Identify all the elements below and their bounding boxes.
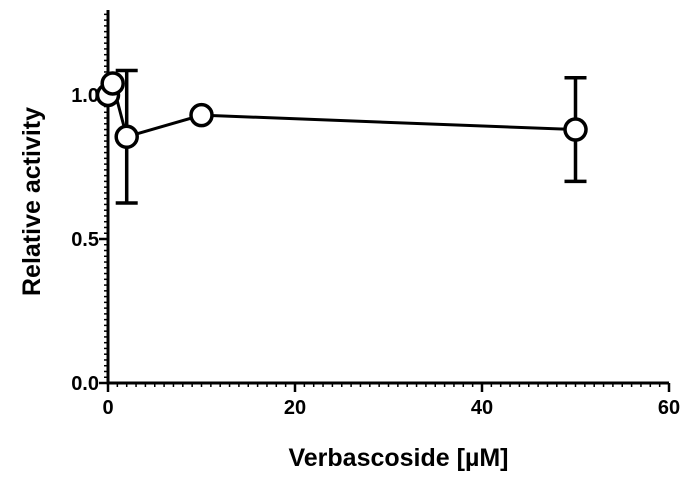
- y-ticks: 0.0 0.5 1.0: [71, 85, 108, 395]
- y-tick-label: 0.5: [71, 229, 99, 251]
- series: [95, 68, 588, 205]
- y-tick-label: 1.0: [71, 85, 99, 107]
- data-point: [563, 117, 588, 142]
- axes: [106, 10, 669, 385]
- data-point: [100, 71, 125, 96]
- x-tick-label: 40: [471, 397, 493, 419]
- y-axis-title: Relative activity: [18, 107, 46, 296]
- x-ticks: 0 20 40 60: [102, 383, 680, 419]
- x-tick-label: 60: [658, 397, 680, 419]
- series-line: [106, 78, 576, 139]
- minor-ticks: [104, 13, 670, 387]
- data-point: [189, 102, 214, 128]
- y-tick-label: 0.0: [71, 373, 99, 395]
- x-tick-label: 0: [102, 397, 113, 419]
- data-point: [114, 124, 139, 150]
- x-tick-label: 20: [284, 397, 306, 419]
- x-axis-title: Verbascoside [µM]: [288, 444, 508, 472]
